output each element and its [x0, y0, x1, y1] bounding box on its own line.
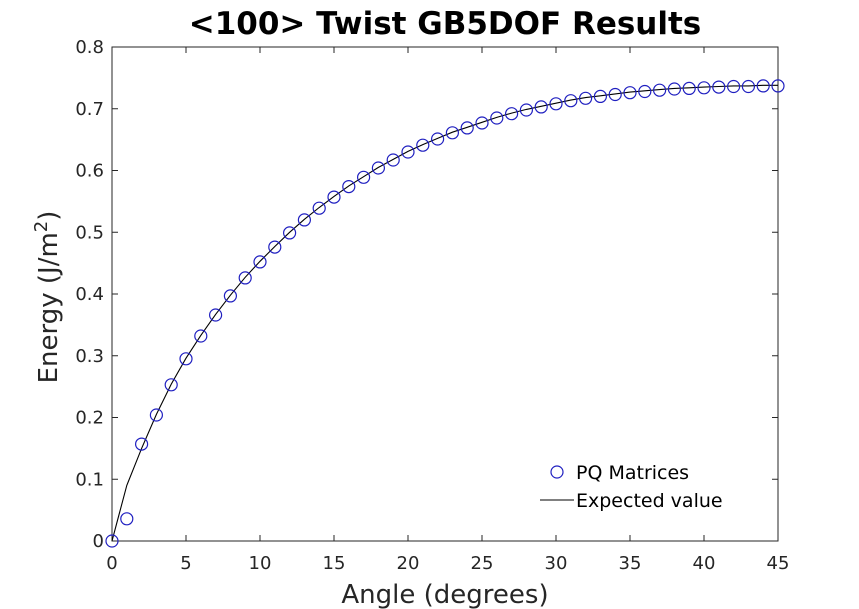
- y-tick-label: 0.6: [75, 161, 104, 182]
- data-point: [667, 82, 682, 96]
- data-point: [120, 512, 134, 526]
- data-point: [371, 161, 385, 175]
- data-point: [149, 408, 163, 422]
- data-point: [475, 116, 489, 130]
- data-point: [297, 213, 311, 227]
- data-point: [638, 84, 652, 99]
- data-point: [135, 437, 149, 451]
- y-tick-label: 0.4: [75, 284, 104, 305]
- x-axis: 0 5 10 15 20 25 30 35 40 45: [106, 47, 789, 574]
- y-tick-label: 0.2: [75, 408, 104, 429]
- data-point: [416, 138, 430, 152]
- data-point: [756, 79, 770, 93]
- data-point: [401, 145, 415, 159]
- x-tick-label: 30: [545, 553, 568, 574]
- data-point: [357, 170, 371, 184]
- x-tick-label: 10: [249, 553, 272, 574]
- y-tick-label: 0.8: [75, 37, 104, 58]
- x-tick-label: 5: [180, 553, 191, 574]
- data-point: [460, 121, 474, 135]
- pq-matrices-markers: [105, 79, 785, 548]
- data-point: [445, 126, 459, 140]
- x-tick-label: 0: [106, 553, 117, 574]
- expected-value-curve: [111, 84, 778, 542]
- data-point: [578, 91, 593, 105]
- data-point: [623, 86, 637, 100]
- x-tick-label: 15: [323, 553, 346, 574]
- data-point: [652, 83, 667, 97]
- legend-label-expected-value: Expected value: [576, 490, 723, 512]
- y-tick-label: 0.1: [75, 469, 104, 490]
- y-tick-label: 0.3: [75, 346, 104, 367]
- y-tick-label: 0.7: [75, 99, 104, 120]
- data-point: [490, 111, 504, 125]
- data-point: [682, 81, 696, 96]
- data-point: [253, 255, 267, 269]
- data-point: [194, 329, 208, 343]
- x-tick-label: 35: [619, 553, 642, 574]
- y-axis-label: Energy (J/m2): [31, 211, 64, 384]
- x-axis-label: Angle (degrees): [341, 580, 548, 609]
- data-point: [179, 352, 193, 366]
- legend-marker-pq-matrices: [550, 465, 564, 479]
- x-tick-label: 40: [693, 553, 716, 574]
- y-tick-label: 0.5: [75, 222, 104, 243]
- data-point: [283, 226, 297, 240]
- data-point: [431, 132, 445, 146]
- data-point: [209, 308, 223, 322]
- data-point: [238, 271, 252, 285]
- data-point: [268, 240, 282, 254]
- data-point: [342, 180, 356, 194]
- data-point: [519, 103, 534, 117]
- y-axis-label-close: ): [34, 211, 64, 221]
- data-point: [593, 89, 608, 104]
- data-point: [741, 79, 756, 94]
- y-axis: 0 0.1 0.2 0.3 0.4 0.5 0.6 0.7 0.8: [75, 37, 778, 552]
- y-axis-label-superscript: 2: [31, 221, 52, 232]
- legend-label-pq-matrices: PQ Matrices: [576, 462, 689, 484]
- data-point: [726, 79, 741, 94]
- data-point: [564, 94, 578, 108]
- x-tick-label: 45: [767, 553, 790, 574]
- data-point: [549, 97, 563, 111]
- data-point: [386, 153, 400, 167]
- data-point: [105, 534, 119, 548]
- data-point: [712, 80, 726, 94]
- data-point: [164, 378, 178, 392]
- data-point: [312, 201, 326, 215]
- data-point: [505, 107, 519, 121]
- y-axis-label-text: Energy (J/m: [34, 232, 64, 383]
- y-tick-label: 0: [93, 531, 104, 552]
- data-point: [697, 81, 711, 95]
- x-tick-label: 20: [397, 553, 420, 574]
- data-point: [771, 79, 785, 93]
- data-point: [223, 289, 237, 303]
- data-point: [608, 87, 622, 102]
- chart-title: <100> Twist GB5DOF Results: [189, 6, 702, 42]
- data-point: [534, 100, 548, 114]
- legend: PQ Matrices Expected value: [540, 462, 723, 512]
- data-point: [327, 190, 341, 204]
- x-tick-label: 25: [471, 553, 494, 574]
